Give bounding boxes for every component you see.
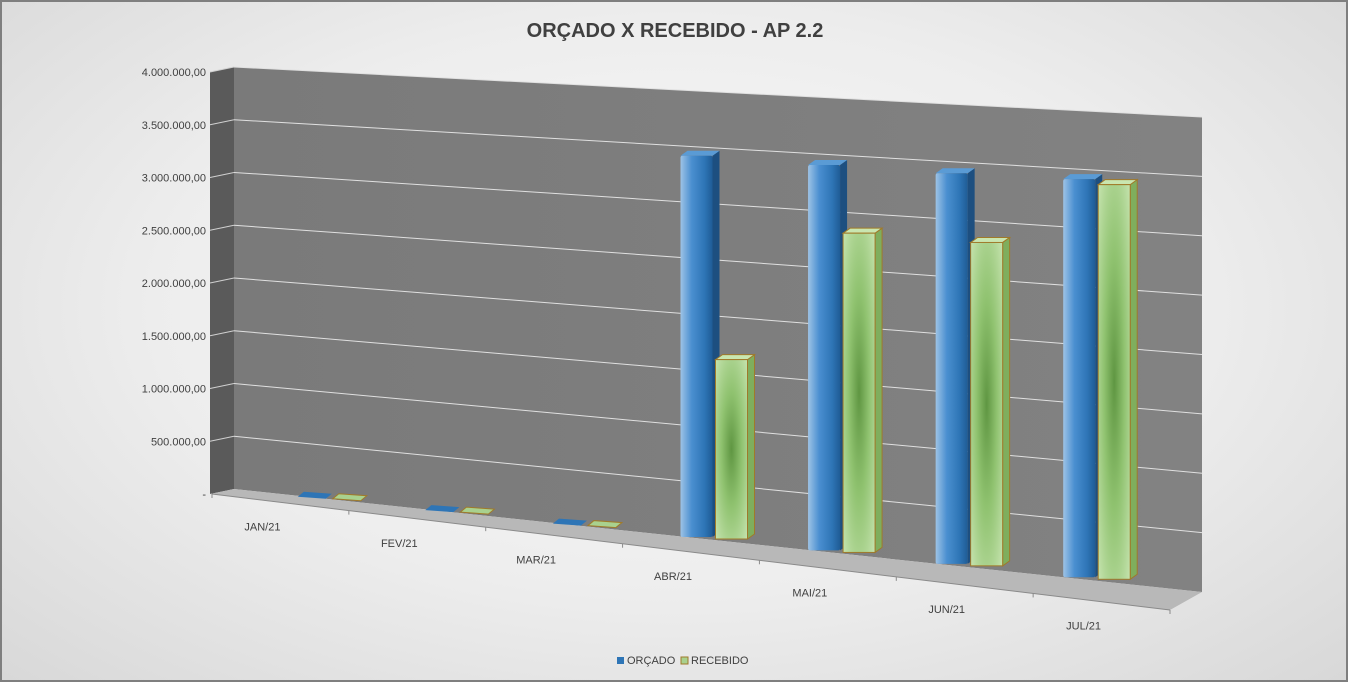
x-axis: JAN/21 FEV/21 MAR/21 ABR/21 MAI/21 JUN/21 JUL/… xyxy=(211,494,1171,633)
x-tick-label: MAI/21 xyxy=(792,588,827,600)
x-tick-label: ABR/21 xyxy=(654,571,692,583)
bar-recebido xyxy=(1096,178,1139,581)
bars xyxy=(297,150,1139,581)
bar-orcado xyxy=(808,160,848,551)
x-tick-label: MAR/21 xyxy=(516,554,556,566)
gridline xyxy=(233,119,1203,177)
bar-recebido xyxy=(969,236,1012,567)
x-axis-line xyxy=(211,493,1171,611)
floor xyxy=(210,489,1202,610)
bar-orcado xyxy=(680,150,720,537)
gridline-side xyxy=(209,224,235,231)
gridline-side xyxy=(209,330,235,337)
legend-swatch xyxy=(680,656,689,665)
gridline-side xyxy=(209,383,235,389)
y-tick-label: 4.000.000,00 xyxy=(142,67,206,79)
gridline-side xyxy=(209,435,235,442)
x-tick-label: JAN/21 xyxy=(244,521,280,533)
y-tick-label: 2.500.000,00 xyxy=(142,225,206,237)
bar-orcado xyxy=(297,491,332,499)
y-tick-label: 2.000.000,00 xyxy=(142,278,206,290)
bar-recebido xyxy=(331,493,369,502)
gridline-side xyxy=(209,66,235,73)
gridline-side xyxy=(209,119,235,126)
x-tick-label: FEV/21 xyxy=(381,538,418,550)
gridline xyxy=(233,66,1203,118)
bar-recebido xyxy=(713,353,757,540)
chart-title: ORÇADO X RECEBIDO - AP 2.2 xyxy=(527,20,824,42)
x-tick-label: JUL/21 xyxy=(1066,621,1101,633)
x-tick-label: JUN/21 xyxy=(928,604,965,616)
bar-recebido xyxy=(586,520,624,529)
legend-label: RECEBIDO xyxy=(691,655,749,667)
legend: ORÇADO RECEBIDO xyxy=(617,655,749,667)
bar-orcado xyxy=(425,505,460,513)
legend-swatch xyxy=(617,657,624,664)
y-tick-label: 3.000.000,00 xyxy=(142,173,206,185)
bar-recebido xyxy=(459,506,496,515)
bar-orcado xyxy=(935,168,975,564)
bar-orcado xyxy=(552,518,587,526)
y-axis: - 500.000,00 1.000.000,00 1.500.000,00 2.000… xyxy=(142,67,1171,611)
gridline-side xyxy=(209,172,235,178)
y-tick-label: - xyxy=(202,489,206,501)
y-tick-label: 3.500.000,00 xyxy=(142,120,206,132)
bar-orcado xyxy=(1063,174,1103,578)
bar-recebido xyxy=(841,227,884,554)
y-tick-label: 500.000,00 xyxy=(151,436,206,448)
gridline-side xyxy=(209,277,235,284)
y-tick-label: 1.500.000,00 xyxy=(142,331,206,343)
y-tick-label: 1.000.000,00 xyxy=(142,384,206,396)
legend-label: ORÇADO xyxy=(627,655,676,667)
